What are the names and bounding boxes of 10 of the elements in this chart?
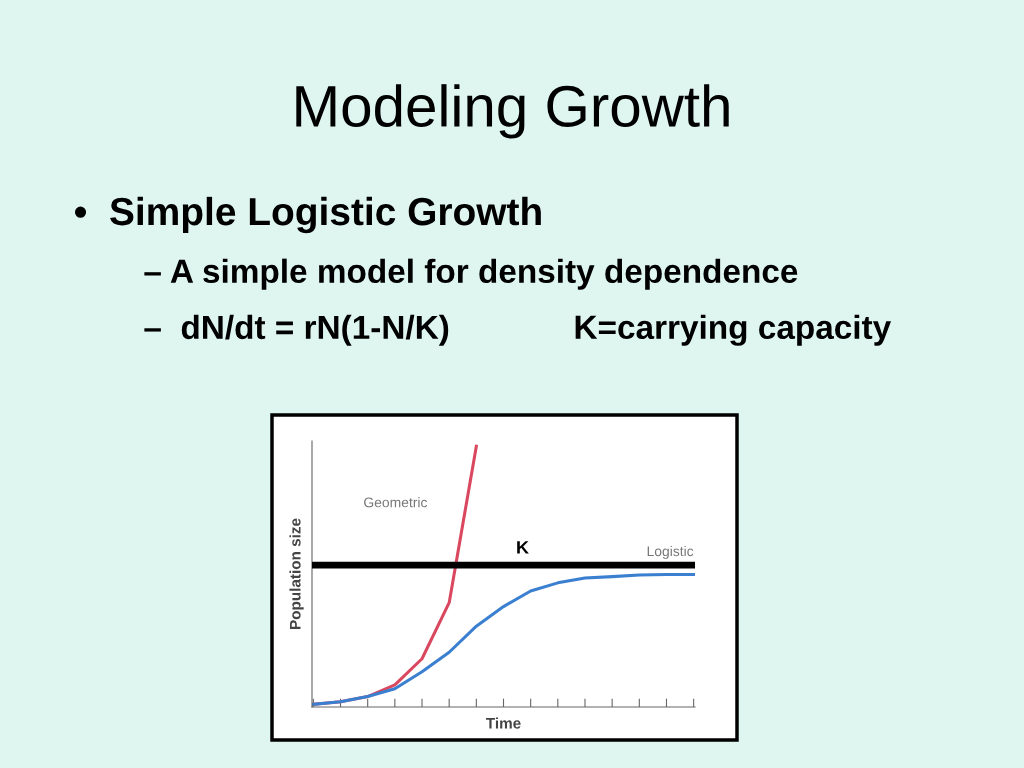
- series-label: Logistic: [647, 545, 694, 559]
- x-axis-title: Time: [485, 717, 521, 729]
- text: • Simple Logistic Growth: [74, 196, 541, 234]
- text: – A simple model for density dependence: [144, 258, 798, 290]
- text: – dN/dt = rN(1-N/K): [144, 314, 449, 346]
- ref-line-label: K: [517, 541, 529, 554]
- text: K=carrying capacity: [575, 314, 892, 346]
- y-axis-title: Population size: [289, 518, 304, 629]
- chart-title: Modeling Growth: [296, 84, 729, 139]
- text: Geometric: [364, 497, 428, 508]
